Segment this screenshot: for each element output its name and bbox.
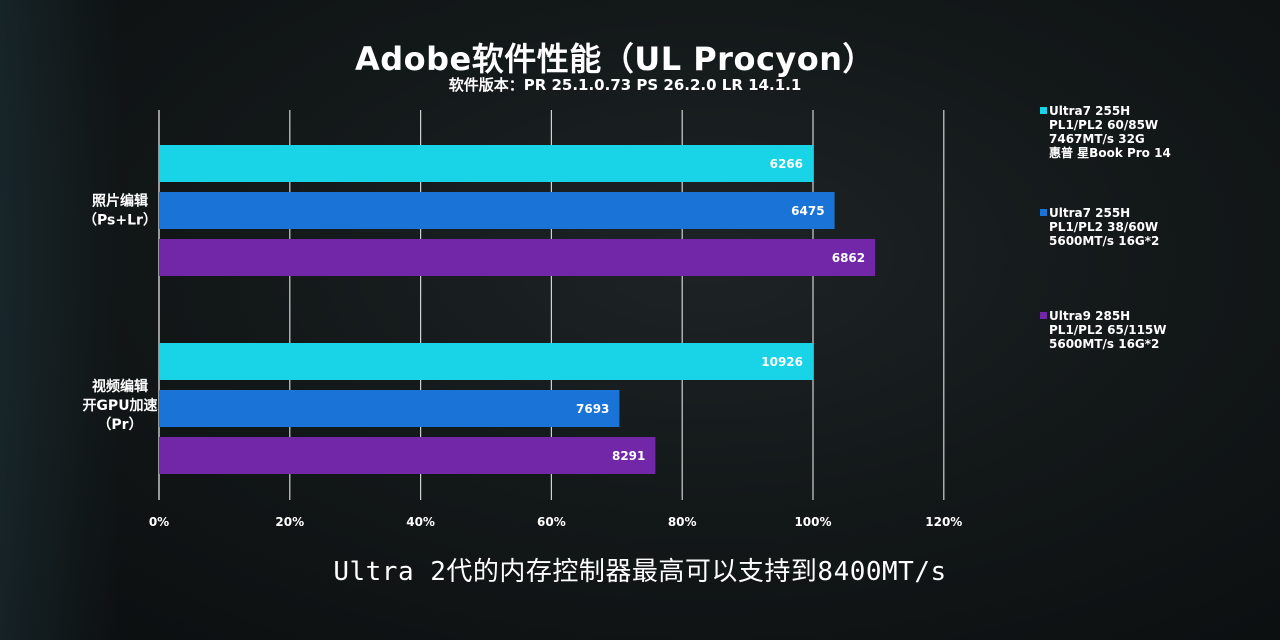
x-tick-label: 60% <box>537 515 566 529</box>
bar <box>159 390 619 427</box>
legend-label-line: Ultra7 255H <box>1049 104 1171 118</box>
bar <box>159 437 655 474</box>
category-label: 照片编辑 <box>92 193 148 210</box>
legend-label-line: 5600MT/s 16G*2 <box>1049 234 1159 248</box>
x-tick-label: 20% <box>275 515 304 529</box>
bar <box>159 343 813 380</box>
bar <box>159 145 813 182</box>
x-tick-label: 120% <box>925 515 962 529</box>
bar-value-label: 6862 <box>832 251 865 265</box>
x-tick-label: 0% <box>149 515 169 529</box>
legend-label-line: 惠普 星Book Pro 14 <box>1049 146 1171 160</box>
legend-item: Ultra7 255H PL1/PL2 60/85W 7467MT/s 32G 惠普 … <box>1040 104 1171 160</box>
legend-label: Ultra7 255H PL1/PL2 60/85W 7467MT/s 32G 惠普 … <box>1049 104 1171 160</box>
legend-label-line: 5600MT/s 16G*2 <box>1049 337 1167 351</box>
legend-swatch <box>1040 209 1047 216</box>
bar <box>159 192 835 229</box>
x-tick-label: 100% <box>794 515 831 529</box>
legend-swatch <box>1040 107 1047 114</box>
legend-label-line: Ultra7 255H <box>1049 206 1159 220</box>
legend-label-line: PL1/PL2 65/115W <box>1049 323 1167 337</box>
legend-label-line: PL1/PL2 38/60W <box>1049 220 1159 234</box>
legend-label: Ultra9 285H PL1/PL2 65/115W 5600MT/s 16G*2 <box>1049 309 1167 351</box>
bar-value-label: 10926 <box>761 355 803 369</box>
legend-label-line: PL1/PL2 60/85W <box>1049 118 1171 132</box>
legend-label-line: Ultra9 285H <box>1049 309 1167 323</box>
category-label: （Pr） <box>97 417 142 433</box>
bar-value-label: 8291 <box>612 449 645 463</box>
legend-item: Ultra9 285H PL1/PL2 65/115W 5600MT/s 16G*2 <box>1040 309 1167 351</box>
bar <box>159 239 875 276</box>
category-label: 开GPU加速 <box>82 397 157 414</box>
legend-label-line: 7467MT/s 32G <box>1049 132 1171 146</box>
category-label: 视频编辑 <box>92 378 148 395</box>
x-tick-label: 40% <box>406 515 435 529</box>
bar-value-label: 7693 <box>576 402 609 416</box>
legend-label: Ultra7 255H PL1/PL2 38/60W 5600MT/s 16G*2 <box>1049 206 1159 248</box>
category-label: （Ps+Lr） <box>83 213 157 229</box>
legend-swatch <box>1040 312 1047 319</box>
bar-value-label: 6266 <box>770 157 803 171</box>
bar-value-label: 6475 <box>791 204 824 218</box>
legend-item: Ultra7 255H PL1/PL2 38/60W 5600MT/s 16G*2 <box>1040 206 1159 248</box>
x-tick-label: 80% <box>668 515 697 529</box>
video-caption: Ultra 2代的内存控制器最高可以支持到8400MT/s <box>0 551 1280 588</box>
